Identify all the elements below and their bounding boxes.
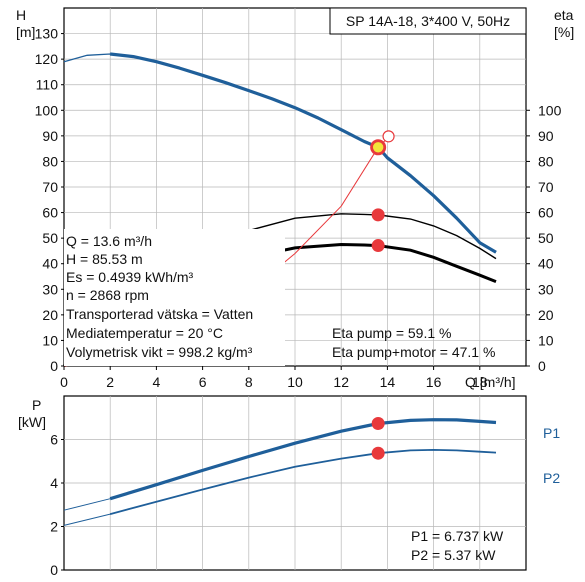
x-axis-label-q: Q [m³/h] [465, 374, 516, 390]
top-duty-markers [370, 130, 395, 253]
y-tick-label-eta: 70 [538, 179, 554, 195]
legend-p1: P1 [543, 425, 560, 441]
bottom-tick-labels: 0 2 4 6 [50, 432, 64, 578]
y-tick-label-h: 80 [42, 153, 58, 169]
y-tick-label-h: 130 [35, 26, 59, 42]
info-line-density: Volymetrisk vikt = 998.2 kg/m³ [66, 344, 253, 360]
info-line-temperature: Mediatemperatur = 20 °C [66, 325, 223, 341]
p2-duty-marker [371, 446, 385, 460]
y-tick-label-p: 2 [50, 519, 58, 535]
power-panel: P [kW] 0 2 4 6 P1 P2 P1 = 6.737 kW P2 = 5.3… [18, 395, 560, 578]
top-tick-labels: 0102030405060708090100110120130010203040… [35, 26, 562, 390]
eta-total-text: Eta pump+motor = 47.1 % [332, 344, 495, 360]
y-tick-label-h: 110 [36, 77, 59, 93]
y-tick-label-eta: 90 [538, 128, 554, 144]
bottom-curves [63, 418, 497, 526]
qh-curve [110, 52, 497, 254]
p2-curve [109, 449, 497, 515]
info-line-liquid: Transporterad vätska = Vatten [66, 306, 253, 322]
title-box [329, 7, 527, 35]
head-efficiency-panel: SP 14A-18, 3*400 V, 50Hz H [m] eta [%] Q… [16, 7, 574, 390]
x-tick-label-q: 16 [426, 374, 442, 390]
info-box [64, 229, 285, 366]
y-tick-label-eta: 40 [538, 256, 554, 272]
info-line-energy: Es = 0.4939 kWh/m³ [66, 269, 194, 285]
y-tick-label-h: 100 [35, 102, 59, 118]
y-tick-label-eta: 10 [538, 332, 554, 348]
y-tick-label-h: 0 [50, 358, 58, 374]
y-tick-label-h: 10 [42, 332, 58, 348]
x-tick-label-q: 2 [106, 374, 114, 390]
p1-curve [109, 418, 497, 501]
info-lines: Q = 13.6 m³/h H = 85.53 m Es = 0.4939 kW… [66, 233, 253, 360]
y-tick-label-eta: 100 [538, 102, 562, 118]
y-tick-label-eta: 0 [538, 358, 546, 374]
info-line-head: H = 85.53 m [66, 251, 143, 267]
y-tick-label-h: 90 [42, 128, 58, 144]
y-axis-label-eta: eta [554, 7, 574, 23]
x-tick-label-q: 6 [199, 374, 207, 390]
info-line-flow: Q = 13.6 m³/h [66, 233, 152, 249]
p1-value-text: P1 = 6.737 kW [411, 528, 504, 544]
x-tick-label-q: 8 [245, 374, 253, 390]
x-tick-label-q: 0 [60, 374, 68, 390]
x-tick-label-q: 18 [472, 374, 488, 390]
bottom-grid [64, 396, 526, 570]
y-tick-label-h: 60 [42, 205, 58, 221]
duty-point-open-marker [382, 130, 395, 143]
p2-value-text: P2 = 5.37 kW [411, 547, 496, 563]
eta-total-marker [371, 239, 385, 253]
x-tick-label-q: 14 [380, 374, 396, 390]
y-axis-unit-h: [m] [16, 24, 35, 40]
legend-p2: P2 [543, 470, 560, 486]
chart-title: SP 14A-18, 3*400 V, 50Hz [346, 13, 510, 29]
bottom-duty-markers [371, 416, 385, 460]
y-tick-label-eta: 80 [538, 153, 554, 169]
y-tick-label-h: 120 [35, 51, 59, 67]
y-tick-label-h: 50 [42, 230, 58, 246]
y-axis-label-h: H [16, 7, 26, 23]
y-axis-unit-eta: [%] [554, 24, 574, 40]
x-tick-label-q: 12 [333, 374, 349, 390]
y-tick-label-p: 6 [50, 432, 58, 448]
y-tick-label-eta: 20 [538, 307, 554, 323]
y-tick-label-p: 4 [50, 475, 58, 491]
y-axis-unit-p: [kW] [18, 414, 46, 430]
y-tick-label-eta: 50 [538, 230, 554, 246]
x-tick-label-q: 10 [287, 374, 303, 390]
eta-pump-marker [371, 208, 385, 222]
y-tick-label-eta: 60 [538, 205, 554, 221]
y-tick-label-h: 20 [42, 307, 58, 323]
duty-point-marker [372, 142, 384, 153]
p1-duty-marker [371, 416, 385, 430]
y-tick-label-h: 30 [42, 281, 58, 297]
y-axis-label-p: P [32, 397, 41, 413]
y-tick-label-h: 40 [42, 256, 58, 272]
y-tick-label-h: 70 [42, 179, 58, 195]
y-tick-label-p: 0 [50, 562, 58, 578]
y-tick-label-eta: 30 [538, 281, 554, 297]
x-tick-label-q: 4 [153, 374, 161, 390]
eta-pump-text: Eta pump = 59.1 % [332, 325, 451, 341]
info-line-speed: n = 2868 rpm [66, 287, 149, 303]
